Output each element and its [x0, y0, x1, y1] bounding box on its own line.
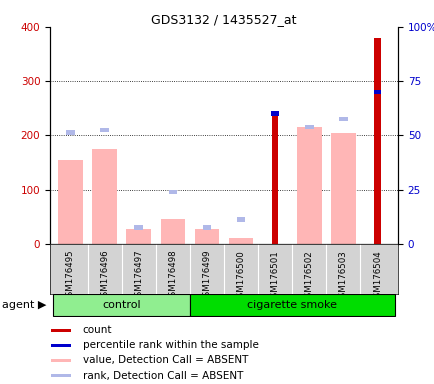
Text: GSM176503: GSM176503 [338, 250, 347, 303]
Title: GDS3132 / 1435527_at: GDS3132 / 1435527_at [151, 13, 296, 26]
Text: GSM176500: GSM176500 [236, 250, 245, 303]
Text: value, Detection Call = ABSENT: value, Detection Call = ABSENT [82, 356, 247, 366]
FancyBboxPatch shape [190, 294, 394, 316]
Text: count: count [82, 326, 112, 336]
Text: GSM176498: GSM176498 [168, 250, 177, 303]
Bar [194, 228, 219, 244]
Bar [202, 225, 211, 230]
Bar [51, 329, 71, 332]
Text: GSM176499: GSM176499 [202, 250, 211, 302]
Text: GSM176504: GSM176504 [372, 250, 381, 303]
Text: GSM176502: GSM176502 [304, 250, 313, 303]
Text: percentile rank within the sample: percentile rank within the sample [82, 341, 258, 351]
Text: GSM176496: GSM176496 [100, 250, 109, 303]
Bar [271, 111, 278, 116]
Bar [51, 359, 71, 362]
Text: control: control [102, 300, 141, 310]
Text: GSM176501: GSM176501 [270, 250, 279, 303]
Bar [236, 217, 245, 222]
Bar [272, 111, 278, 244]
Bar [58, 160, 82, 244]
Bar [92, 149, 117, 244]
Bar [134, 225, 143, 230]
Bar [126, 228, 151, 244]
Bar [373, 90, 381, 94]
FancyBboxPatch shape [53, 294, 190, 316]
Bar [374, 38, 380, 244]
Text: cigarette smoke: cigarette smoke [247, 300, 336, 310]
Bar [330, 132, 355, 244]
Bar [304, 125, 313, 129]
Bar [339, 117, 347, 121]
Bar [160, 219, 185, 244]
Text: agent ▶: agent ▶ [2, 300, 46, 310]
Bar [51, 374, 71, 377]
Text: GSM176497: GSM176497 [134, 250, 143, 303]
Bar [51, 344, 71, 347]
Text: rank, Detection Call = ABSENT: rank, Detection Call = ABSENT [82, 371, 243, 381]
Bar [100, 128, 108, 132]
Bar [296, 127, 321, 244]
Bar [168, 190, 177, 194]
Bar [228, 238, 253, 244]
Text: GSM176495: GSM176495 [66, 250, 75, 303]
Bar [66, 131, 75, 135]
